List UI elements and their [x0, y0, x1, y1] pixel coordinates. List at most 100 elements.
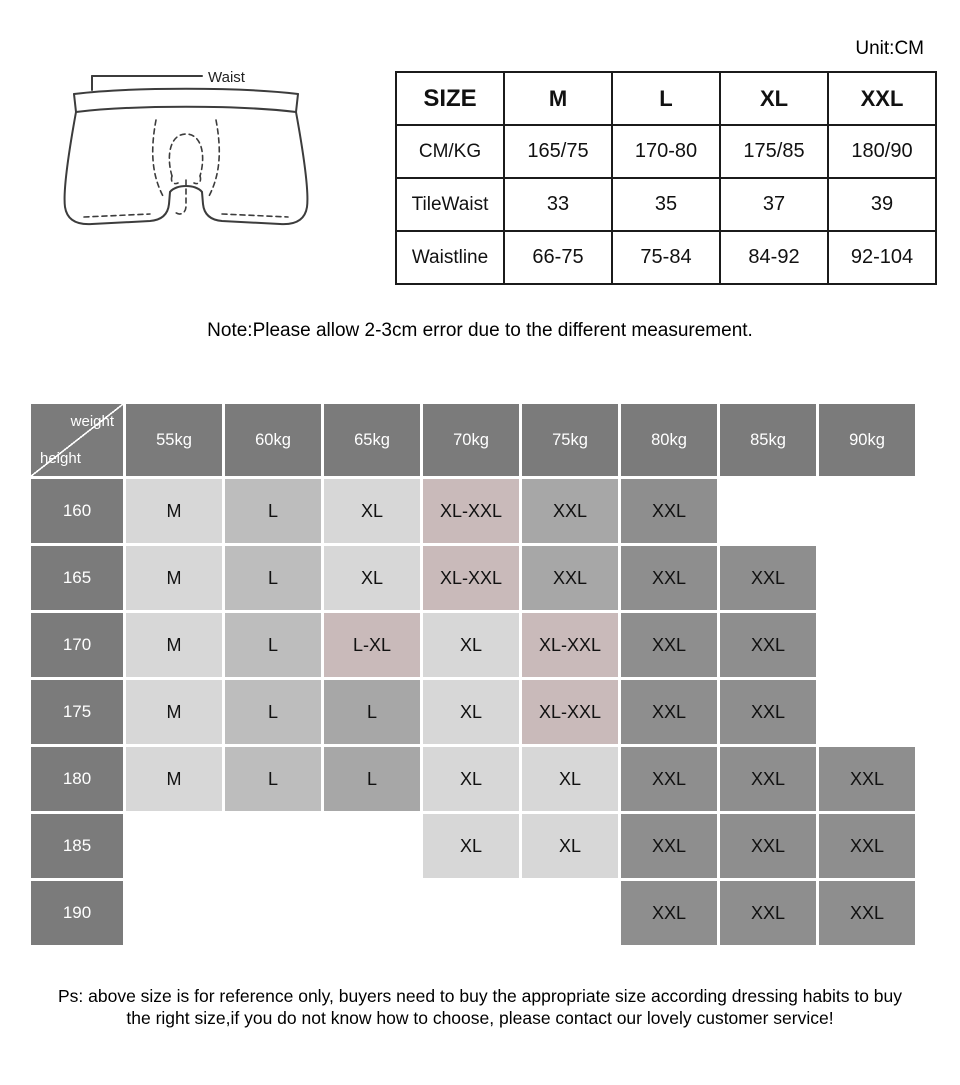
matrix-empty-cell	[126, 881, 222, 945]
corner-weight-label: weight	[70, 413, 114, 430]
boxer-briefs-drawing: Waist	[63, 69, 309, 226]
matrix-size-cell: XXL	[621, 680, 717, 744]
matrix-size-cell: XL	[423, 814, 519, 878]
matrix-empty-cell	[225, 881, 321, 945]
matrix-empty-cell	[225, 814, 321, 878]
matrix-size-cell: XXL	[720, 814, 816, 878]
waist-label: Waist	[208, 69, 246, 86]
matrix-size-cell: XXL	[819, 881, 915, 945]
size-table-corner-header: SIZE	[395, 71, 505, 126]
matrix-size-cell: XL-XXL	[522, 613, 618, 677]
matrix-size-cell: XXL	[720, 680, 816, 744]
matrix-height-header: 160	[31, 479, 123, 543]
matrix-empty-cell	[819, 613, 915, 677]
size-table-value: 92-104	[827, 230, 937, 285]
matrix-size-cell: XXL	[621, 546, 717, 610]
size-table-row: CM/KG 165/75 170-80 175/85 180/90	[395, 124, 937, 179]
matrix-size-cell: L	[225, 680, 321, 744]
size-table-row: TileWaist 33 35 37 39	[395, 177, 937, 232]
matrix-size-cell: L	[225, 747, 321, 811]
matrix-weight-header: 70kg	[423, 404, 519, 476]
matrix-height-header: 175	[31, 680, 123, 744]
size-table-value: 35	[611, 177, 721, 232]
matrix-size-cell: XXL	[720, 546, 816, 610]
matrix-height-header: 165	[31, 546, 123, 610]
matrix-size-cell: XL	[522, 747, 618, 811]
matrix-corner-cell: weight height	[31, 404, 123, 476]
size-matrix: weight height 55kg 60kg 65kg 70kg 75kg 80kg 85kg…	[31, 404, 915, 945]
size-table-col-header: M	[503, 71, 613, 126]
size-table-row: Waistline 66-75 75-84 84-92 92-104	[395, 230, 937, 285]
matrix-size-cell: XXL	[819, 814, 915, 878]
matrix-size-cell: XXL	[621, 479, 717, 543]
matrix-empty-cell	[324, 881, 420, 945]
matrix-size-cell: M	[126, 747, 222, 811]
matrix-size-cell: XL-XXL	[423, 479, 519, 543]
matrix-size-cell: M	[126, 680, 222, 744]
matrix-weight-header: 85kg	[720, 404, 816, 476]
matrix-weight-header: 75kg	[522, 404, 618, 476]
size-table-value: 170-80	[611, 124, 721, 179]
matrix-size-cell: L	[225, 479, 321, 543]
size-table-value: 165/75	[503, 124, 613, 179]
size-table-col-header: XXL	[827, 71, 937, 126]
footer-line-2: the right size,if you do not know how to…	[126, 1007, 834, 1028]
size-table-row-label: Waistline	[395, 230, 505, 285]
matrix-empty-cell	[819, 546, 915, 610]
matrix-size-cell: M	[126, 613, 222, 677]
matrix-empty-cell	[819, 680, 915, 744]
corner-height-label: height	[40, 450, 81, 467]
matrix-size-cell: XL	[423, 613, 519, 677]
matrix-empty-cell	[819, 479, 915, 543]
matrix-size-cell: XXL	[621, 613, 717, 677]
matrix-weight-header: 55kg	[126, 404, 222, 476]
size-table-col-header: L	[611, 71, 721, 126]
matrix-empty-cell	[324, 814, 420, 878]
size-table-value: 175/85	[719, 124, 829, 179]
size-table-value: 84-92	[719, 230, 829, 285]
matrix-height-header: 185	[31, 814, 123, 878]
matrix-size-cell: L	[225, 546, 321, 610]
matrix-height-header: 170	[31, 613, 123, 677]
footer-disclaimer: Ps: above size is for reference only, bu…	[0, 986, 960, 1030]
matrix-size-cell: L	[324, 680, 420, 744]
size-table-value: 39	[827, 177, 937, 232]
matrix-size-cell: M	[126, 546, 222, 610]
size-table-value: 180/90	[827, 124, 937, 179]
size-table-section: SIZE M L XL XXL CM/KG 165/75 170-80 175/85 180/90…	[395, 71, 937, 285]
size-table: SIZE M L XL XXL CM/KG 165/75 170-80 175/85 180/90…	[395, 71, 937, 285]
size-table-value: 75-84	[611, 230, 721, 285]
matrix-size-cell: XL	[324, 479, 420, 543]
size-table-value: 33	[503, 177, 613, 232]
matrix-size-cell: XL	[522, 814, 618, 878]
matrix-weight-header: 60kg	[225, 404, 321, 476]
matrix-size-cell: XXL	[720, 881, 816, 945]
matrix-empty-cell	[720, 479, 816, 543]
matrix-height-header: 180	[31, 747, 123, 811]
matrix-size-cell: XXL	[720, 613, 816, 677]
size-table-row-label: TileWaist	[395, 177, 505, 232]
matrix-size-cell: XL	[423, 680, 519, 744]
matrix-size-cell: XL	[324, 546, 420, 610]
matrix-size-cell: XL-XXL	[423, 546, 519, 610]
matrix-empty-cell	[126, 814, 222, 878]
unit-label: Unit:CM	[855, 38, 924, 59]
matrix-weight-header: 65kg	[324, 404, 420, 476]
underwear-diagram: Waist	[52, 62, 320, 294]
size-table-header-row: SIZE M L XL XXL	[395, 71, 937, 126]
matrix-size-cell: XXL	[621, 881, 717, 945]
matrix-size-cell: XXL	[522, 479, 618, 543]
footer-line-1: Ps: above size is for reference only, bu…	[57, 986, 903, 1006]
matrix-size-cell: XL	[423, 747, 519, 811]
matrix-height-header: 190	[31, 881, 123, 945]
matrix-size-cell: XXL	[819, 747, 915, 811]
matrix-size-cell: M	[126, 479, 222, 543]
matrix-empty-cell	[423, 881, 519, 945]
matrix-weight-header: 90kg	[819, 404, 915, 476]
matrix-size-cell: XL-XXL	[522, 680, 618, 744]
size-table-value: 66-75	[503, 230, 613, 285]
matrix-size-cell: L	[324, 747, 420, 811]
matrix-size-cell: L-XL	[324, 613, 420, 677]
matrix-weight-header: 80kg	[621, 404, 717, 476]
matrix-size-cell: XXL	[621, 747, 717, 811]
